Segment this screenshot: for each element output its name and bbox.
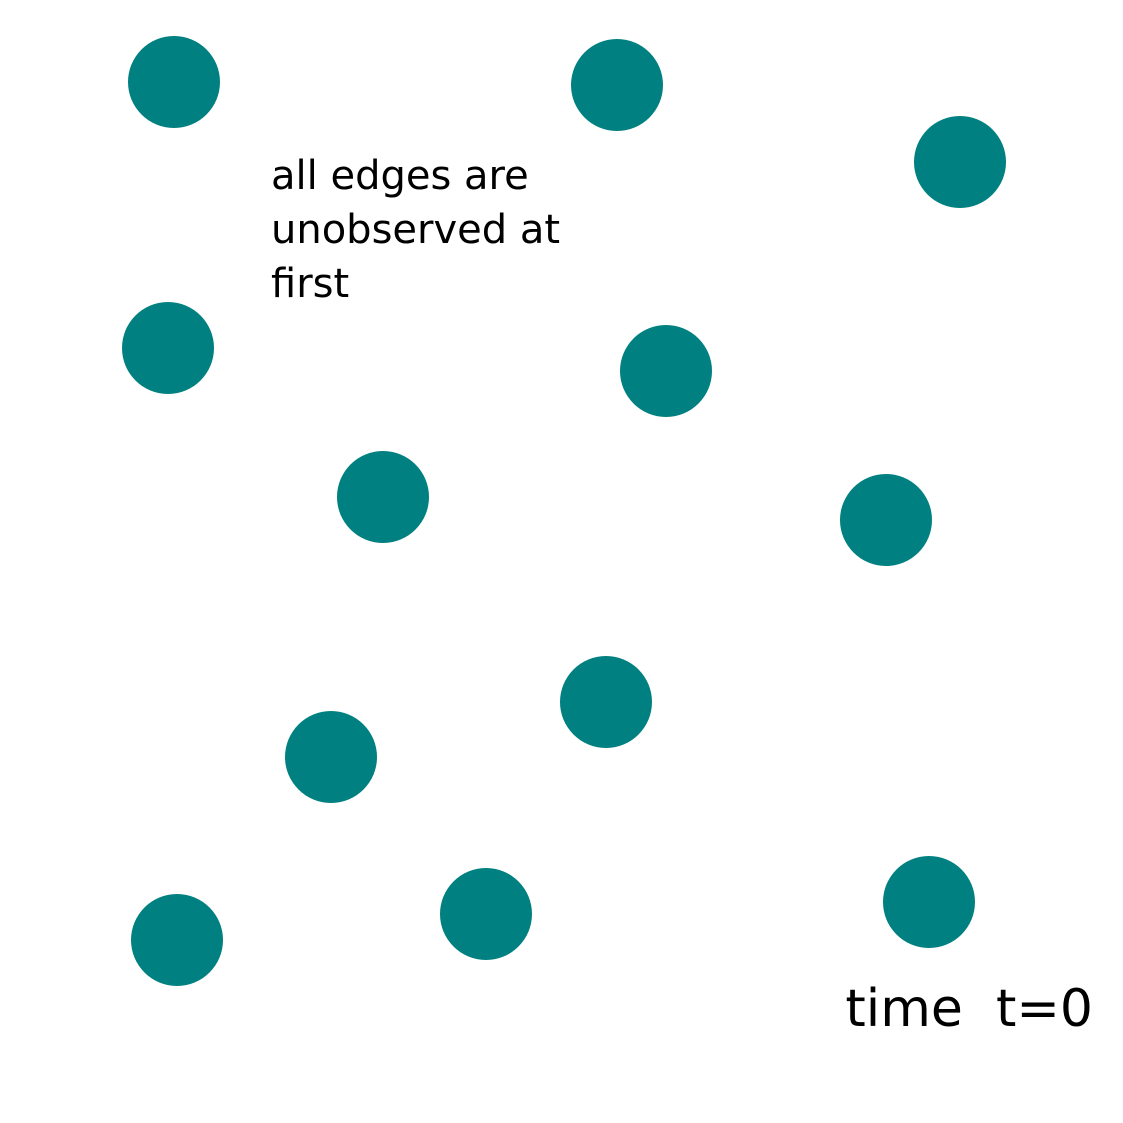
annotation-line-1: all edges are — [271, 153, 529, 199]
graph-node-7 — [840, 474, 932, 566]
graph-node-6 — [337, 451, 429, 543]
graph-node-3 — [914, 116, 1006, 208]
graph-node-5 — [620, 325, 712, 417]
annotation-line-2: unobserved at — [271, 207, 560, 253]
graph-node-11 — [440, 868, 532, 960]
graph-node-9 — [285, 711, 377, 803]
graph-node-4 — [122, 302, 214, 394]
graph-node-12 — [883, 856, 975, 948]
graph-node-2 — [571, 39, 663, 131]
nodes-layer — [122, 36, 1006, 986]
time-label: time t=0 — [845, 979, 1093, 1039]
annotation-line-3: first — [271, 261, 349, 307]
graph-node-8 — [560, 656, 652, 748]
graph-node-1 — [128, 36, 220, 128]
graph-node-10 — [131, 894, 223, 986]
